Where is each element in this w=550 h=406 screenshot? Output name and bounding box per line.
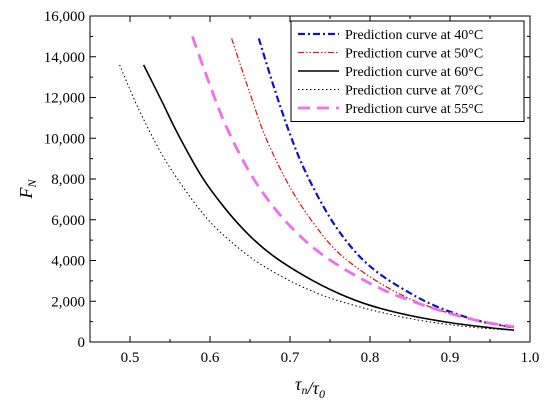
x-tick-label: 0.6 [201,350,220,366]
legend-label-4: Prediction curve at 70°C [345,84,483,99]
legend-label-3: Prediction curve at 60°C [345,65,483,80]
series-line-5 [191,35,515,329]
x-tick-label: 1.0 [521,350,540,366]
y-tick-label: 8,000 [51,172,85,188]
y-tick-label: 12,000 [44,91,85,107]
x-tick-label: 0.9 [441,350,460,366]
y-tick-label: 14,000 [44,50,85,66]
curves-layer [119,35,515,331]
y-tick-label: 2,000 [51,294,85,310]
y-tick-label: 6,000 [51,213,85,229]
series-line-4 [119,64,515,331]
series-line-1 [257,38,515,329]
legend-label-1: Prediction curve at 40°C [345,28,483,43]
y-axis-title: FN [16,179,39,200]
x-tick-label: 0.8 [361,350,380,366]
x-tick-label: 0.5 [121,350,140,366]
y-tick-label: 4,000 [51,254,85,270]
legend-label-5: Prediction curve at 55°C [345,102,483,117]
series-line-2 [230,38,515,329]
x-axis-title: τn/τ0 [295,374,325,401]
legend: Prediction curve at 40°C Prediction curve… [290,20,525,122]
x-tick-label: 0.7 [281,350,300,366]
y-tick-label: 16,000 [44,9,85,25]
series-line-3 [142,64,515,331]
y-tick-label: 10,000 [44,131,85,147]
legend-label-2: Prediction curve at 50°C [345,47,483,62]
y-tick-label: 0 [78,335,86,351]
axes-layer: 0.5 0.6 0.7 0.8 0.9 1.0 0 2,000 4,000 6,000 8,000 1… [44,9,540,366]
